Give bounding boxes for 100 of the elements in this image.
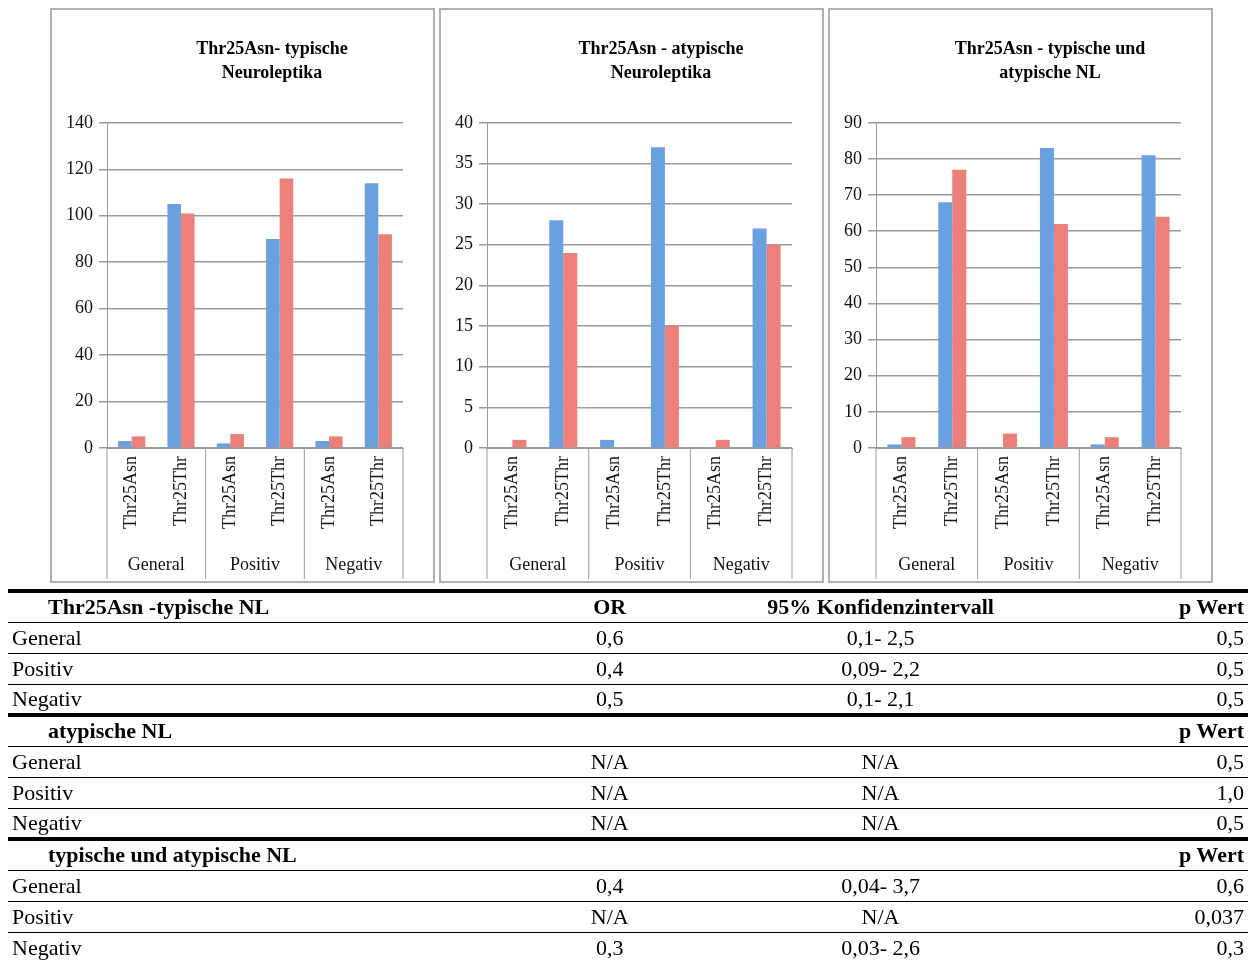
- text: 0,5: [1215, 654, 1245, 683]
- text: 0,5: [1215, 747, 1245, 776]
- text: 95% Konfidenzintervall: [766, 593, 995, 622]
- x-tick-label: Thr25Asn: [501, 456, 522, 530]
- chart-title: Thr25Asn - typische und atypische NL: [953, 37, 1147, 84]
- text: 0,6: [594, 623, 625, 652]
- text: General: [11, 747, 83, 776]
- text: Negativ: [11, 684, 83, 713]
- x-tick-label: Thr25Thr: [653, 456, 674, 526]
- text: 0,5: [1215, 808, 1245, 837]
- text: Positiv: [1003, 553, 1054, 574]
- text: N/A: [860, 902, 901, 931]
- y-tick-label: 120: [66, 157, 93, 178]
- y-tick-label: 25: [455, 233, 473, 254]
- text: typische und atypische NL: [47, 841, 298, 870]
- text: Positiv: [11, 654, 75, 683]
- y-tick-label: 0: [464, 436, 473, 457]
- text: p Wert: [1178, 717, 1245, 746]
- y-tick-label: 60: [75, 297, 93, 318]
- text: 0,5: [1215, 684, 1245, 713]
- y-tick-label: 30: [455, 192, 473, 213]
- x-tick-label: Thr25Thr: [367, 456, 388, 526]
- text: 0,1- 2,5: [845, 623, 916, 652]
- x-tick-label: Thr25Thr: [1144, 456, 1165, 526]
- x-tick-label: Thr25Asn: [602, 456, 623, 530]
- text: 1,0: [1215, 778, 1245, 807]
- text: N/A: [860, 778, 901, 807]
- text: p Wert: [1178, 593, 1245, 622]
- y-tick-label: 15: [455, 314, 473, 335]
- text: Negativ: [11, 808, 83, 837]
- text: 0,6: [1215, 871, 1245, 900]
- y-tick-label: 90: [844, 111, 862, 132]
- y-tick-label: 60: [844, 219, 862, 240]
- x-tick-label: Thr25Asn: [317, 456, 338, 530]
- text: 0,04- 3,7: [840, 871, 921, 900]
- text: Positiv: [614, 553, 665, 574]
- y-tick-label: 20: [844, 364, 862, 385]
- y-tick-label: 40: [455, 111, 473, 132]
- y-tick-label: 10: [455, 355, 473, 376]
- chart-title: Thr25Asn - atypische Neuroleptika: [577, 37, 745, 84]
- y-tick-label: 50: [844, 256, 862, 277]
- text: 0,1- 2,1: [845, 684, 916, 713]
- text: Positiv: [11, 902, 75, 931]
- y-tick-label: 100: [66, 204, 93, 225]
- y-tick-label: 0: [853, 436, 862, 457]
- y-tick-label: 35: [455, 152, 473, 173]
- text: 0,03- 2,6: [840, 933, 921, 962]
- y-tick-label: 20: [455, 274, 473, 295]
- x-tick-label: Thr25Thr: [268, 456, 289, 526]
- y-tick-label: 70: [844, 183, 862, 204]
- x-tick-label: Thr25Thr: [551, 456, 572, 526]
- text: Negativ: [11, 933, 83, 962]
- text: General: [11, 871, 83, 900]
- x-tick-label: Thr25Asn: [219, 456, 240, 530]
- y-tick-label: 140: [66, 111, 93, 132]
- x-tick-label: Thr25Thr: [169, 456, 190, 526]
- text: 0,5: [594, 684, 625, 713]
- y-tick-label: 80: [844, 147, 862, 168]
- y-tick-label: 20: [75, 390, 93, 411]
- y-tick-label: 0: [84, 436, 93, 457]
- y-tick-label: 5: [464, 396, 473, 417]
- text: Negativ: [712, 553, 770, 574]
- chart-title: Thr25Asn- typische Neuroleptika: [195, 37, 349, 84]
- y-tick-label: 40: [75, 343, 93, 364]
- text: 0,3: [594, 933, 625, 962]
- x-tick-label: Thr25Asn: [1093, 456, 1114, 530]
- y-tick-label: 30: [844, 328, 862, 349]
- x-tick-label: Thr25Asn: [704, 456, 725, 530]
- x-tick-label: Thr25Asn: [890, 456, 911, 530]
- text: 0,4: [594, 871, 625, 900]
- x-tick-label: Thr25Thr: [755, 456, 776, 526]
- text: Negativ: [1101, 553, 1159, 574]
- text: 0,3: [1215, 933, 1245, 962]
- text: N/A: [589, 778, 630, 807]
- x-tick-label: Thr25Thr: [940, 456, 961, 526]
- y-tick-label: 40: [844, 292, 862, 313]
- text: N/A: [589, 747, 630, 776]
- y-tick-label: 10: [844, 400, 862, 421]
- x-tick-label: Thr25Thr: [1042, 456, 1063, 526]
- text: Negativ: [325, 553, 383, 574]
- x-tick-label: Thr25Asn: [991, 456, 1012, 530]
- x-tick-label: Thr25Asn: [120, 456, 141, 530]
- text: N/A: [860, 808, 901, 837]
- text: N/A: [589, 902, 630, 931]
- text: General: [509, 553, 567, 574]
- text: 0,4: [594, 654, 625, 683]
- text: 0,09- 2,2: [840, 654, 921, 683]
- text: N/A: [589, 808, 630, 837]
- text: Positiv: [11, 778, 75, 807]
- text: N/A: [860, 747, 901, 776]
- text: General: [11, 623, 83, 652]
- text: Positiv: [229, 553, 281, 574]
- text: General: [127, 553, 185, 574]
- text: atypische NL: [47, 717, 174, 746]
- text: 0,5: [1215, 623, 1245, 652]
- text: Thr25Asn -typische NL: [47, 593, 271, 622]
- text: 0,037: [1193, 902, 1245, 931]
- text: General: [898, 553, 956, 574]
- text: OR: [592, 593, 628, 622]
- text: p Wert: [1178, 841, 1245, 870]
